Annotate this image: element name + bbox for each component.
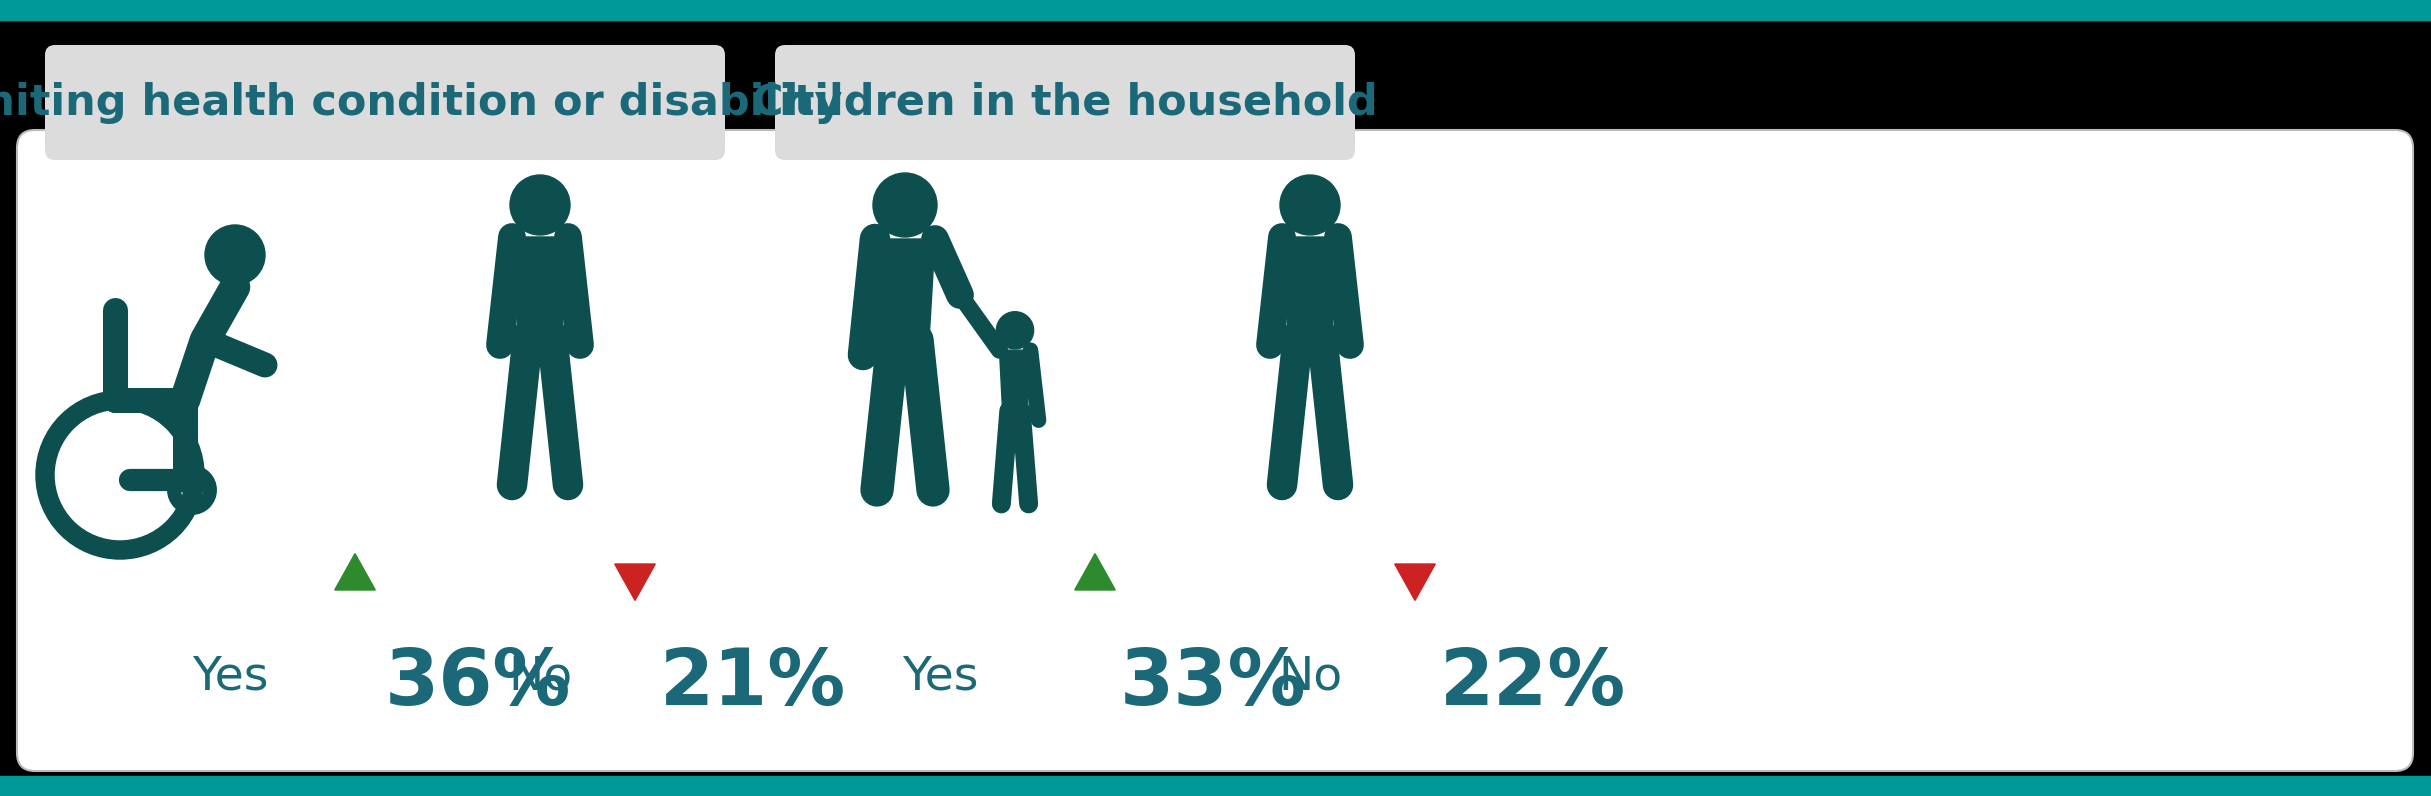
Text: Children in the household: Children in the household — [751, 81, 1378, 123]
Polygon shape — [1395, 564, 1434, 600]
Text: 33%: 33% — [1121, 645, 1305, 721]
Bar — [0, 776, 2431, 796]
Polygon shape — [999, 350, 1031, 411]
Circle shape — [204, 225, 265, 285]
Polygon shape — [513, 237, 569, 335]
Circle shape — [873, 173, 936, 237]
Polygon shape — [335, 553, 374, 590]
Polygon shape — [1281, 237, 1337, 335]
Polygon shape — [615, 564, 656, 600]
Bar — [0, 0, 2431, 20]
Polygon shape — [1075, 553, 1116, 590]
FancyBboxPatch shape — [775, 45, 1354, 160]
Text: 36%: 36% — [384, 645, 571, 721]
Polygon shape — [875, 239, 936, 340]
FancyBboxPatch shape — [46, 45, 724, 160]
Text: Yes: Yes — [192, 655, 267, 700]
Text: Limiting health condition or disability: Limiting health condition or disability — [0, 81, 841, 123]
Text: No: No — [508, 655, 571, 700]
Circle shape — [997, 312, 1033, 349]
FancyBboxPatch shape — [17, 130, 2414, 771]
Text: No: No — [1279, 655, 1342, 700]
Circle shape — [511, 175, 569, 235]
Circle shape — [1281, 175, 1339, 235]
Text: Yes: Yes — [902, 655, 977, 700]
Text: 21%: 21% — [659, 645, 846, 721]
Text: 22%: 22% — [1439, 645, 1626, 721]
